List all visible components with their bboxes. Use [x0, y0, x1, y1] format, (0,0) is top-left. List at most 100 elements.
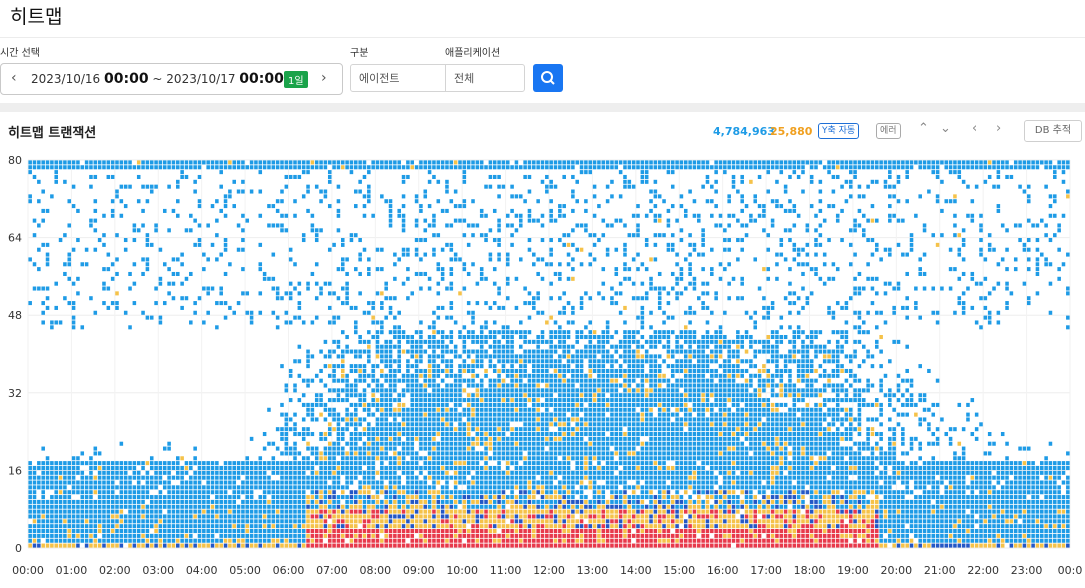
- heatmap-cell[interactable]: [432, 344, 436, 349]
- heatmap-cell[interactable]: [579, 407, 584, 412]
- heatmap-cell[interactable]: [432, 475, 436, 480]
- heatmap-cell[interactable]: [271, 485, 276, 490]
- heatmap-cell[interactable]: [154, 480, 158, 485]
- heatmap-cell[interactable]: [323, 165, 328, 170]
- heatmap-cell[interactable]: [202, 461, 206, 466]
- heatmap-cell[interactable]: [288, 485, 293, 490]
- heatmap-cell[interactable]: [488, 524, 493, 529]
- heatmap-cell[interactable]: [50, 529, 54, 534]
- heatmap-cell[interactable]: [245, 456, 250, 461]
- heatmap-cell[interactable]: [449, 417, 454, 422]
- heatmap-cell[interactable]: [479, 344, 484, 349]
- heatmap-cell[interactable]: [89, 533, 93, 538]
- heatmap-cell[interactable]: [432, 529, 436, 534]
- heatmap-cell[interactable]: [119, 480, 124, 485]
- heatmap-cell[interactable]: [549, 373, 553, 378]
- heatmap-cell[interactable]: [223, 165, 228, 170]
- heatmap-cell[interactable]: [341, 485, 345, 490]
- heatmap-cell[interactable]: [145, 480, 150, 485]
- heatmap-cell[interactable]: [558, 485, 562, 490]
- heatmap-cell[interactable]: [588, 427, 593, 432]
- heatmap-cell[interactable]: [76, 160, 80, 165]
- heatmap-cell[interactable]: [488, 504, 493, 509]
- heatmap-cell[interactable]: [219, 495, 223, 500]
- heatmap-cell[interactable]: [579, 160, 584, 165]
- heatmap-cell[interactable]: [540, 364, 545, 369]
- heatmap-cell[interactable]: [167, 543, 171, 548]
- heatmap-cell[interactable]: [76, 543, 80, 548]
- heatmap-cell[interactable]: [449, 436, 454, 441]
- heatmap-cell[interactable]: [184, 470, 189, 475]
- heatmap-cell[interactable]: [588, 354, 593, 359]
- heatmap-cell[interactable]: [566, 461, 571, 466]
- heatmap-cell[interactable]: [280, 475, 284, 480]
- heatmap-cell[interactable]: [514, 165, 519, 170]
- heatmap-cell[interactable]: [280, 364, 284, 369]
- heatmap-cell[interactable]: [63, 179, 67, 184]
- heatmap-cell[interactable]: [571, 504, 575, 509]
- heatmap-cell[interactable]: [588, 422, 593, 427]
- heatmap-cell[interactable]: [210, 529, 215, 534]
- heatmap-cell[interactable]: [545, 359, 549, 364]
- heatmap-cell[interactable]: [571, 257, 575, 262]
- heatmap-cell[interactable]: [388, 373, 393, 378]
- heatmap-cell[interactable]: [523, 480, 527, 485]
- heatmap-cell[interactable]: [249, 480, 254, 485]
- heatmap-cell[interactable]: [540, 461, 545, 466]
- heatmap-cell[interactable]: [354, 533, 358, 538]
- heatmap-cell[interactable]: [41, 514, 45, 519]
- heatmap-cell[interactable]: [492, 320, 497, 325]
- heatmap-cell[interactable]: [336, 499, 341, 504]
- heatmap-cell[interactable]: [458, 402, 462, 407]
- heatmap-cell[interactable]: [80, 480, 85, 485]
- heatmap-cell[interactable]: [423, 218, 428, 223]
- heatmap-cell[interactable]: [397, 432, 401, 437]
- heatmap-cell[interactable]: [349, 393, 354, 398]
- heatmap-cell[interactable]: [362, 504, 367, 509]
- heatmap-cell[interactable]: [184, 276, 189, 281]
- heatmap-cell[interactable]: [519, 398, 523, 403]
- heatmap-cell[interactable]: [115, 465, 119, 470]
- heatmap-cell[interactable]: [419, 271, 423, 276]
- heatmap-cell[interactable]: [371, 495, 375, 500]
- heatmap-cell[interactable]: [458, 388, 462, 393]
- heatmap-cell[interactable]: [380, 451, 384, 456]
- heatmap-cell[interactable]: [32, 529, 37, 534]
- heatmap-cell[interactable]: [488, 470, 493, 475]
- heatmap-cell[interactable]: [540, 495, 545, 500]
- heatmap-cell[interactable]: [510, 233, 514, 238]
- heatmap-cell[interactable]: [267, 504, 271, 509]
- heatmap-cell[interactable]: [50, 519, 54, 524]
- heatmap-cell[interactable]: [245, 465, 250, 470]
- heatmap-cell[interactable]: [532, 533, 536, 538]
- heatmap-cell[interactable]: [519, 402, 523, 407]
- heatmap-cell[interactable]: [540, 349, 545, 354]
- heatmap-cell[interactable]: [605, 529, 610, 534]
- heatmap-cell[interactable]: [215, 301, 219, 306]
- heatmap-cell[interactable]: [388, 441, 393, 446]
- heatmap-cell[interactable]: [479, 417, 484, 422]
- heatmap-cell[interactable]: [575, 451, 579, 456]
- heatmap-cell[interactable]: [519, 470, 523, 475]
- heatmap-cell[interactable]: [419, 432, 423, 437]
- heatmap-cell[interactable]: [484, 238, 488, 243]
- heatmap-cell[interactable]: [67, 461, 72, 466]
- heatmap-cell[interactable]: [275, 315, 280, 320]
- heatmap-cell[interactable]: [440, 412, 445, 417]
- heatmap-cell[interactable]: [523, 368, 527, 373]
- heatmap-cell[interactable]: [436, 533, 441, 538]
- heatmap-cell[interactable]: [449, 427, 454, 432]
- heatmap-cell[interactable]: [462, 524, 467, 529]
- heatmap-cell[interactable]: [258, 310, 263, 315]
- heatmap-cell[interactable]: [254, 524, 258, 529]
- heatmap-cell[interactable]: [345, 257, 349, 262]
- heatmap-cell[interactable]: [41, 543, 45, 548]
- heatmap-cell[interactable]: [280, 223, 284, 228]
- heatmap-cell[interactable]: [588, 417, 593, 422]
- heatmap-cell[interactable]: [323, 470, 328, 475]
- heatmap-cell[interactable]: [354, 451, 358, 456]
- heatmap-cell[interactable]: [571, 543, 575, 548]
- heatmap-cell[interactable]: [336, 465, 341, 470]
- heatmap-cell[interactable]: [571, 320, 575, 325]
- heatmap-cell[interactable]: [58, 485, 63, 490]
